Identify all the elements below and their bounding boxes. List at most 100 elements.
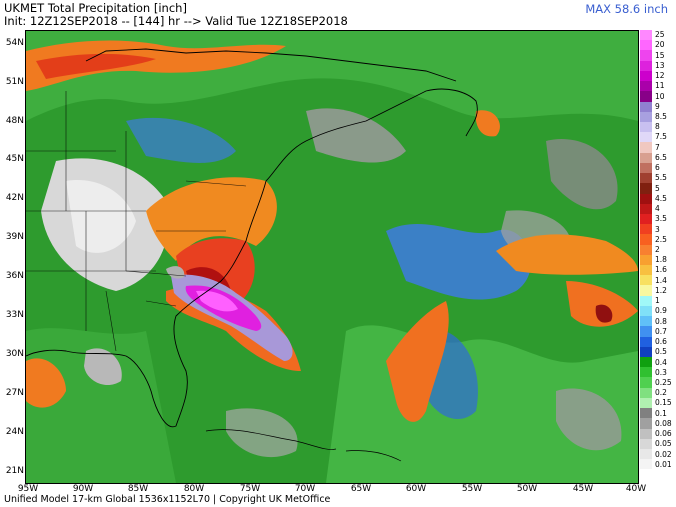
colorbar-label: 1.8 — [655, 255, 667, 265]
colorbar-label: 11 — [655, 81, 665, 91]
lon-label: 95W — [17, 484, 39, 494]
colorbar-label: 2 — [655, 245, 660, 254]
colorbar-swatch — [640, 459, 652, 470]
colorbar-label: 3.5 — [655, 214, 667, 224]
colorbar-label: 0.6 — [655, 337, 667, 347]
colorbar-swatch — [640, 275, 652, 286]
max-value-label: MAX 58.6 inch — [585, 2, 668, 16]
colorbar-label: 6 — [655, 163, 660, 173]
colorbar-label: 0.1 — [655, 408, 667, 418]
colorbar-label: 4 — [655, 204, 660, 214]
lon-label: 75W — [239, 484, 261, 494]
colorbar-swatch — [640, 121, 652, 133]
colorbar-swatch — [640, 152, 652, 163]
colorbar-label: 0.8 — [655, 316, 667, 326]
lon-label: 85W — [127, 484, 149, 494]
colorbar-swatch — [640, 224, 652, 235]
colorbar-label: 0.7 — [655, 326, 667, 336]
colorbar-swatch — [640, 213, 652, 225]
colorbar-swatch — [640, 173, 652, 184]
colorbar-label: 1.4 — [655, 275, 667, 285]
chart-subtitle: Init: 12Z12SEP2018 -- [144] hr --> Valid… — [4, 14, 348, 28]
colorbar-label: 0.05 — [655, 439, 672, 449]
lat-label: 33N — [5, 310, 24, 320]
colorbar-label: 0.01 — [655, 459, 672, 469]
precipitation-map — [25, 30, 639, 484]
colorbar-swatch — [640, 183, 652, 194]
lon-label: 45W — [572, 484, 594, 494]
colorbar-label: 0.4 — [655, 357, 667, 367]
colorbar — [640, 30, 652, 470]
colorbar-label: 13 — [655, 60, 665, 70]
colorbar-label: 8 — [655, 122, 660, 132]
colorbar-swatch — [640, 60, 652, 71]
colorbar-swatch — [640, 438, 652, 449]
colorbar-swatch — [640, 70, 652, 82]
colorbar-label: 1.2 — [655, 285, 667, 295]
colorbar-label: 0.25 — [655, 378, 672, 388]
colorbar-swatch — [640, 367, 652, 378]
colorbar-label: 1.6 — [655, 265, 667, 275]
chart-title: UKMET Total Precipitation [inch] — [4, 1, 187, 15]
colorbar-swatch — [640, 203, 652, 214]
colorbar-label: 2.5 — [655, 234, 667, 244]
lat-label: 51N — [5, 77, 24, 87]
colorbar-label: 0.06 — [655, 429, 672, 439]
colorbar-label: 7 — [655, 142, 660, 152]
lat-label: 39N — [5, 232, 24, 242]
colorbar-label: 20 — [655, 40, 665, 50]
colorbar-swatch — [640, 285, 652, 296]
colorbar-swatch — [640, 346, 652, 357]
colorbar-label: 5.5 — [655, 173, 667, 183]
colorbar-swatch — [640, 357, 652, 368]
lon-label: 60W — [405, 484, 427, 494]
lon-label: 90W — [72, 484, 94, 494]
colorbar-swatch — [640, 142, 652, 153]
colorbar-swatch — [640, 254, 652, 266]
colorbar-swatch — [640, 234, 652, 245]
colorbar-swatch — [640, 397, 652, 409]
lat-label: 24N — [5, 427, 24, 437]
colorbar-swatch — [640, 50, 652, 61]
colorbar-swatch — [640, 448, 652, 460]
colorbar-label: 10 — [655, 91, 665, 101]
lon-label: 55W — [461, 484, 483, 494]
colorbar-swatch — [640, 305, 652, 317]
chart-title-block: UKMET Total Precipitation [inch] Init: 1… — [4, 2, 348, 28]
lat-label: 27N — [5, 388, 24, 398]
colorbar-swatch — [640, 316, 652, 327]
colorbar-label: 4.5 — [655, 193, 667, 203]
colorbar-label: 15 — [655, 50, 665, 60]
colorbar-swatch — [640, 40, 652, 51]
colorbar-swatch — [640, 193, 652, 204]
colorbar-label: 0.2 — [655, 388, 667, 398]
colorbar-label: 25 — [655, 30, 665, 40]
colorbar-label: 12 — [655, 71, 665, 81]
colorbar-swatch — [640, 408, 652, 419]
colorbar-label: 0.5 — [655, 347, 667, 357]
colorbar-label: 0.15 — [655, 398, 672, 408]
colorbar-swatch — [640, 111, 652, 122]
colorbar-swatch — [640, 91, 652, 102]
colorbar-label: 3 — [655, 224, 660, 234]
colorbar-swatch — [640, 295, 652, 306]
colorbar-swatch — [640, 30, 652, 41]
colorbar-swatch — [640, 418, 652, 429]
lon-label: 40W — [625, 484, 647, 494]
colorbar-label: 0.3 — [655, 367, 667, 377]
colorbar-label: 9 — [655, 101, 660, 111]
colorbar-swatch — [640, 387, 652, 398]
colorbar-swatch — [640, 81, 652, 92]
lat-label: 30N — [5, 349, 24, 359]
colorbar-swatch — [640, 132, 652, 143]
colorbar-swatch — [640, 428, 652, 439]
colorbar-swatch — [640, 265, 652, 276]
colorbar-swatch — [640, 101, 652, 112]
lon-label: 65W — [350, 484, 372, 494]
colorbar-swatch — [640, 162, 652, 174]
colorbar-label: 8.5 — [655, 111, 667, 121]
lon-label: 70W — [294, 484, 316, 494]
colorbar-label: 7.5 — [655, 132, 667, 142]
colorbar-label: 0.08 — [655, 418, 672, 428]
lon-label: 80W — [183, 484, 205, 494]
